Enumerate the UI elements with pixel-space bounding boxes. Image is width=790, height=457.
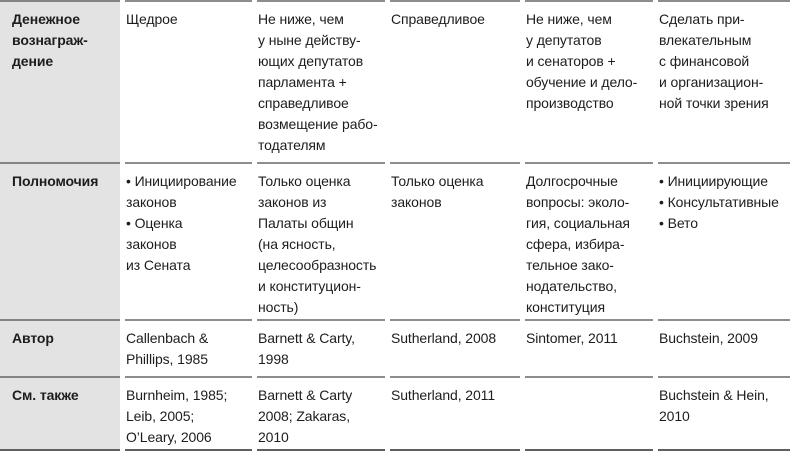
row-header-author: Автор (0, 319, 120, 376)
table-bottom-rule (125, 449, 252, 451)
table-bottom-rule (525, 449, 653, 451)
table-bottom-rule (0, 449, 120, 451)
table-cell: Долгосрочные вопросы: эколо- гия, социал… (525, 162, 653, 319)
table-cell: • Инициирование законов • Оценка законов… (125, 162, 252, 319)
row-header-money-compensation: Денежное вознаграж- дение (0, 0, 120, 162)
table-cell: Buchstein & Hein, 2010 (658, 376, 790, 449)
table-bottom-rule (390, 449, 520, 451)
table-cell: Sintomer, 2011 (525, 319, 653, 376)
table-cell: Buchstein, 2009 (658, 319, 790, 376)
table-cell: Callenbach & Phillips, 1985 (125, 319, 252, 376)
table-cell: • Инициирующие • Консультативные • Вето (658, 162, 790, 319)
table-cell (525, 376, 653, 449)
table-cell: Burnheim, 1985; Leib, 2005; O’Leary, 200… (125, 376, 252, 449)
table-cell: Не ниже, чем у депутатов и сенаторов + о… (525, 0, 653, 162)
table-cell: Barnett & Carty 2008; Zakaras, 2010 (257, 376, 385, 449)
row-header-powers: Полномочия (0, 162, 120, 319)
table-cell: Щедрое (125, 0, 252, 162)
table-cell: Только оценка законов (390, 162, 520, 319)
table-cell: Sutherland, 2011 (390, 376, 520, 449)
table-cell: Не ниже, чем у ныне действу- ющих депута… (257, 0, 385, 162)
table-cell: Сделать при- влекательным с финансовой и… (658, 0, 790, 162)
table-bottom-rule (658, 449, 790, 451)
table-cell: Sutherland, 2008 (390, 319, 520, 376)
table-cell: Barnett & Carty, 1998 (257, 319, 385, 376)
table-cell: Только оценка законов из Палаты общин (н… (257, 162, 385, 319)
table-cell: Справедливое (390, 0, 520, 162)
table-bottom-rule (257, 449, 385, 451)
row-header-see-also: См. также (0, 376, 120, 449)
